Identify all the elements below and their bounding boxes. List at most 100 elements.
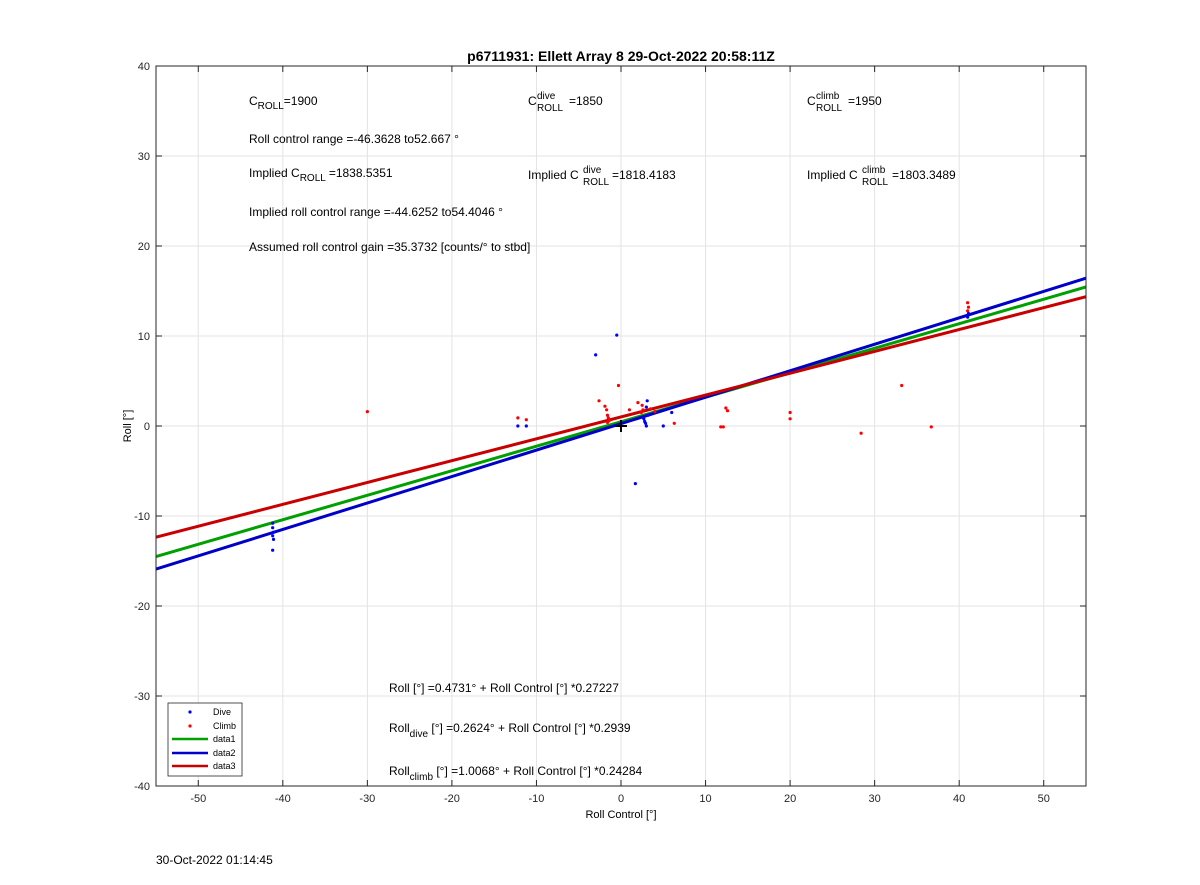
assumed-gain-annotation: Assumed roll control gain =35.3732 [coun… [249,240,530,254]
climb-point [605,408,609,412]
legend-dive-label: Dive [213,707,231,717]
axes: -50 -40 -30 -20 -10 0 10 20 30 40 50 -40 -30 -20 -10 0 1… [134,61,1087,805]
legend: Dive Climb data1 data2 data3 [167,702,243,777]
y-axis-label: Roll [°] [122,410,134,443]
x-tick-label: 10 [699,793,711,805]
y-tick-label: 40 [138,61,150,73]
fit-climb-annotation: Rollclimb [°] =1.0068° + Roll Control [°… [389,764,643,783]
fit-all-annotation: Roll [°] =0.4731° + Roll Control [°] *0.… [389,681,619,695]
legend-data3-label: data3 [213,761,236,771]
climb-point [605,413,610,417]
climb-point [605,420,610,424]
climb-point [639,410,643,415]
x-tick-label: -30 [359,793,375,805]
climb-point [606,416,610,420]
climb-point [929,425,933,429]
roll-control-range-annotation: Roll control range =-46.3628 to52.667 ° [249,132,459,146]
dive-point [645,399,649,403]
implied-range-annotation: Implied roll control range =-44.6252 to5… [249,205,503,219]
dive-point [271,534,275,538]
dive-point [966,315,970,319]
dive-point [271,521,275,525]
dive-point [271,548,275,552]
dive-point [644,424,648,428]
fit-dive-annotation: Rolldive [°] =0.2624° + Roll Control [°]… [389,721,631,740]
dive-point [642,417,646,421]
climb-point [725,409,730,413]
climb-point [640,403,644,407]
legend-dive-marker [188,710,192,714]
x-tick-label: 0 [618,793,624,805]
y-tick-label: -10 [134,511,150,523]
y-tick-label: 30 [138,151,150,163]
climb-point [672,421,676,425]
x-tick-label: -10 [529,793,545,805]
dive-point [615,333,619,337]
climb-point [788,410,792,415]
x-tick-label: 30 [869,793,881,805]
implied-c-roll-annotation: Implied CROLL =1838.5351 [249,166,393,184]
chart-title: p6711931: Ellett Array 8 29-Oct-2022 20:… [467,48,775,64]
dive-point [524,424,528,428]
fit-line-data3 [156,295,1086,539]
dive-point [661,424,665,428]
legend-data1-label: data1 [213,734,236,744]
legend-climb-marker [188,724,192,728]
dive-point [966,311,971,316]
legend-data2-label: data2 [213,748,236,758]
climb-point [627,408,632,412]
legend-climb-label: Climb [213,721,236,731]
climb-point [788,417,792,421]
dive-point [644,405,648,409]
y-tick-label: -30 [134,691,150,703]
y-tick-label: 0 [144,421,150,433]
x-axis-label: Roll Control [°] [585,809,656,821]
c-roll-dive-annotation: Cdive ROLL=1850 [528,91,603,114]
dive-point [633,482,637,486]
x-tick-label: -50 [190,793,206,805]
climb-point [900,383,904,388]
y-tick-label: 10 [138,331,150,343]
dive-point [516,424,520,428]
footer-timestamp: 30-Oct-2022 01:14:45 [156,853,273,867]
dive-point [271,526,275,530]
dive-point [271,530,276,534]
climb-point [721,425,725,429]
climb-point [603,404,607,408]
climb-point [616,383,621,388]
climb-point [636,401,640,405]
climb-point [653,410,657,414]
climb-point [365,410,369,414]
c-roll-climb-annotation: Cclimb ROLL=1950 [807,91,882,114]
climb-point [641,408,645,412]
dive-point [643,419,647,424]
climb-point [719,425,723,429]
y-tick-label: -20 [134,601,150,613]
annotations: CROLL=1900 Cdive ROLL=1850 Cclimb ROLL=195… [249,91,956,783]
dive-point [594,353,598,357]
tick-layer: -50 -40 -30 -20 -10 0 10 20 30 40 50 -40 -30 -20 -10 0 1… [134,61,1086,805]
series-layer [156,276,1086,571]
x-tick-label: 40 [953,793,965,805]
dive-point [646,413,650,417]
dive-point [670,410,674,415]
c-roll-annotation: CROLL=1900 [249,94,318,112]
climb-point [516,416,520,420]
climb-point [966,305,971,309]
y-tick-label: -40 [134,781,150,793]
x-tick-label: 50 [1038,793,1050,805]
climb-point [859,431,863,435]
y-tick-label: 20 [138,241,150,253]
climb-point [524,418,528,422]
climb-point [966,301,970,305]
climb-point [597,399,601,403]
climb-point [648,407,653,411]
dive-point [271,537,276,542]
climb-point [724,406,728,410]
climb-point [966,309,970,313]
x-tick-label: -20 [444,793,460,805]
x-tick-label: -40 [275,793,291,805]
